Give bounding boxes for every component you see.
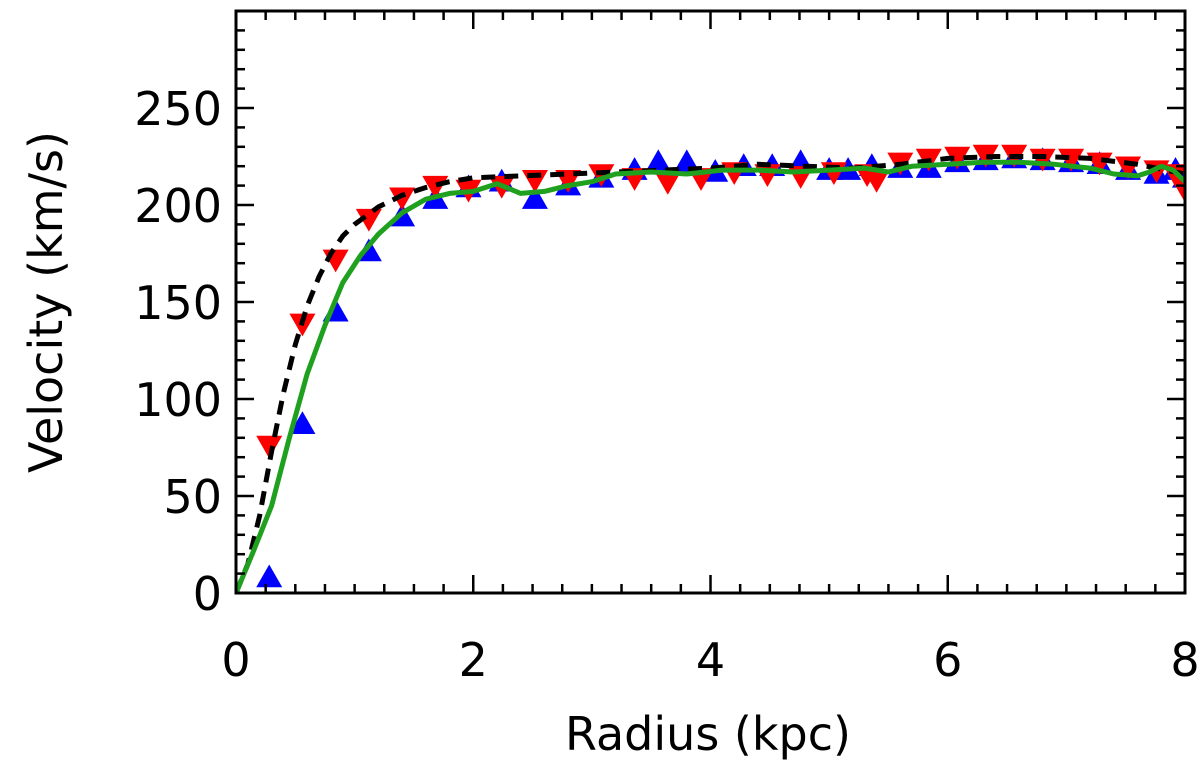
series-line-dashed bbox=[236, 154, 1185, 593]
x-tick-label: 2 bbox=[459, 633, 488, 687]
tick-labels: 0 2 4 6 8 0 50 100 150 200 250 bbox=[134, 82, 1199, 687]
y-tick-label: 200 bbox=[134, 179, 222, 233]
data-point-triangle-up bbox=[645, 149, 672, 173]
x-axis-label: Radius (kpc) bbox=[565, 707, 851, 761]
data-point-triangle-down bbox=[256, 435, 283, 459]
x-tick-label: 8 bbox=[1170, 633, 1199, 687]
data-point-triangle-down bbox=[1058, 148, 1085, 172]
y-tick-label: 150 bbox=[134, 276, 222, 330]
data-point-triangle-down bbox=[863, 170, 890, 193]
plot-area bbox=[236, 144, 1185, 593]
plot-frame bbox=[234, 9, 1187, 595]
x-tick-label: 6 bbox=[933, 633, 962, 687]
x-tick-label: 4 bbox=[696, 633, 725, 687]
x-tick-label: 0 bbox=[221, 633, 250, 687]
data-point-triangle-down bbox=[355, 208, 382, 232]
marker-series-triangle-up bbox=[256, 145, 1185, 588]
data-point-triangle-down bbox=[972, 144, 999, 168]
marker-series-triangle-down bbox=[256, 144, 1185, 459]
data-point-triangle-up bbox=[289, 411, 316, 434]
y-tick-label: 250 bbox=[134, 82, 222, 136]
y-axis-label: Velocity (km/s) bbox=[19, 131, 73, 473]
series-line-solid bbox=[236, 159, 1185, 593]
data-point-triangle-down bbox=[654, 171, 681, 195]
data-point-triangle-up bbox=[256, 564, 283, 588]
data-point-triangle-up bbox=[521, 186, 548, 209]
data-point-triangle-down bbox=[944, 146, 971, 170]
y-tick-label: 50 bbox=[163, 470, 222, 524]
y-tick-label: 0 bbox=[193, 567, 222, 621]
data-point-triangle-down bbox=[389, 187, 416, 211]
axis-ticks bbox=[234, 9, 1187, 595]
y-tick-label: 100 bbox=[134, 373, 222, 427]
